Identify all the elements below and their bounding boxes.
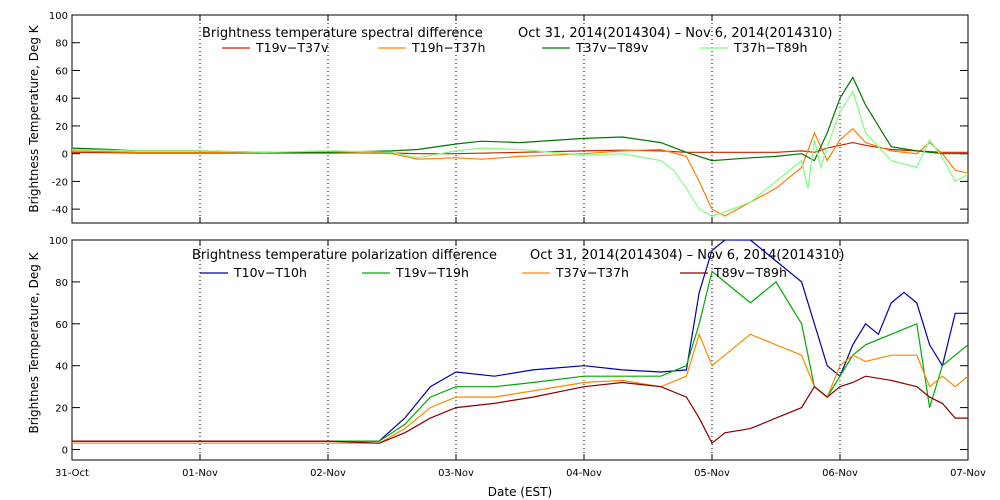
series-line-2 bbox=[72, 127, 968, 217]
plot-frame bbox=[71, 14, 969, 224]
legend-label: T10v−T10h bbox=[233, 265, 307, 280]
legend-label: T19v−T19h bbox=[395, 265, 469, 280]
x-tick-label: 01-Nov bbox=[182, 468, 218, 479]
y-tick-label: -40 bbox=[52, 205, 68, 216]
x-tick-label: 02-Nov bbox=[310, 468, 346, 479]
y-tick-label: 40 bbox=[55, 94, 68, 105]
legend-label: T37v−T89v bbox=[575, 40, 649, 55]
legend-label: T89v−T89h bbox=[713, 265, 787, 280]
chart-date-range-polarization: Oct 31, 2014(2014304) – Nov 6, 2014(2014… bbox=[530, 248, 844, 263]
chart-title-spectral: Brightness temperature spectral differen… bbox=[202, 26, 483, 41]
y-axis-label-spectral: Brightness Temperature, Deg K bbox=[27, 24, 41, 212]
y-tick-label: 40 bbox=[55, 362, 68, 373]
x-tick-label: 31-Oct bbox=[55, 468, 89, 479]
y-tick-label: 0 bbox=[62, 446, 68, 457]
y-axis-label-polarization: Brightnes Temperature, Deg K bbox=[27, 251, 41, 433]
legend-label: T19v−T37v bbox=[255, 40, 329, 55]
y-tick-label: 60 bbox=[55, 320, 68, 331]
y-tick-label: 20 bbox=[55, 122, 68, 133]
x-tick-label: 07-Nov bbox=[950, 468, 986, 479]
y-tick-label: 60 bbox=[55, 66, 68, 77]
y-tick-label: 80 bbox=[55, 39, 68, 50]
y-tick-label: 0 bbox=[62, 150, 68, 161]
y-tick-label: 100 bbox=[49, 236, 68, 247]
spectral-difference-panel: Brightness temperature spectral differen… bbox=[27, 11, 969, 224]
series-line-3 bbox=[72, 76, 968, 162]
polarization-difference-panel: Brightness temperature polarization diff… bbox=[27, 236, 986, 499]
series-line-4 bbox=[72, 375, 968, 445]
y-tick-label: 100 bbox=[49, 11, 68, 22]
x-tick-label: 04-Nov bbox=[566, 468, 602, 479]
y-tick-label: -20 bbox=[52, 177, 68, 188]
series-line-3 bbox=[72, 332, 968, 444]
legend-label: T37v−T37h bbox=[555, 265, 629, 280]
chart-title-polarization: Brightness temperature polarization diff… bbox=[192, 248, 497, 263]
y-tick-label: 80 bbox=[55, 278, 68, 289]
x-tick-label: 05-Nov bbox=[694, 468, 730, 479]
y-tick-label: 20 bbox=[55, 404, 68, 415]
series-line-1 bbox=[72, 240, 968, 442]
chart-date-range-spectral: Oct 31, 2014(2014304) – Nov 6, 2014(2014… bbox=[518, 26, 832, 41]
series-line-2 bbox=[72, 270, 968, 442]
legend-label: T37h−T89h bbox=[733, 40, 807, 55]
x-tick-label: 06-Nov bbox=[822, 468, 858, 479]
legend-label: T19h−T37h bbox=[411, 40, 485, 55]
series-line-4 bbox=[72, 89, 968, 217]
x-axis-label: Date (EST) bbox=[488, 485, 552, 499]
x-tick-label: 03-Nov bbox=[438, 468, 474, 479]
plot-frame bbox=[71, 239, 969, 461]
